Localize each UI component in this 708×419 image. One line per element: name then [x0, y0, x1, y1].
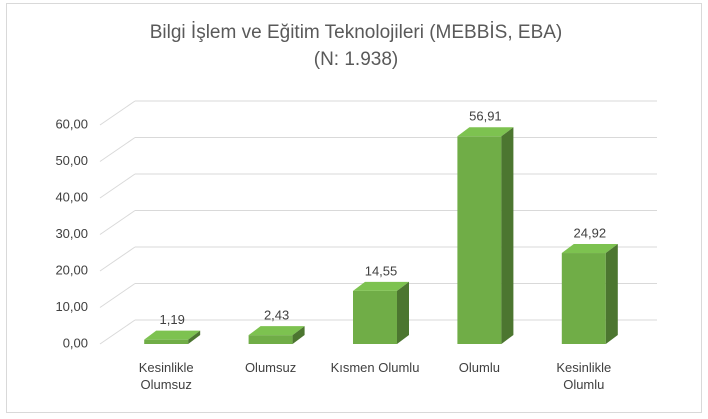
value-label: 2,43: [264, 308, 289, 323]
bar-front: [457, 136, 502, 344]
bar-side: [605, 244, 618, 344]
y-tick-label: 10,00: [55, 299, 88, 314]
grid-line: [99, 210, 136, 235]
x-tick-label: Olumsuz: [244, 360, 297, 375]
grid-line: [99, 100, 136, 126]
y-tick-label: 30,00: [55, 226, 88, 241]
grid-line: [99, 319, 136, 345]
chart-subtitle: (N: 1.938): [314, 49, 398, 70]
x-tick-label: Kısmen Olumlu: [330, 360, 420, 375]
grid-line: [99, 246, 136, 272]
value-label: 24,92: [574, 225, 607, 240]
grid-line: [99, 283, 136, 308]
bar-front: [248, 335, 293, 344]
bar-top: [561, 244, 618, 254]
x-tick-label: Olumlu: [458, 360, 500, 375]
bar-side: [188, 330, 201, 344]
bar-front: [144, 339, 189, 344]
bar-side: [397, 281, 409, 344]
y-tick-label: 40,00: [55, 189, 88, 204]
bar-top: [353, 281, 409, 291]
y-tick-label: 0,00: [63, 335, 88, 350]
bar-top: [457, 127, 514, 137]
grid-line: [99, 137, 136, 162]
value-label: 56,91: [469, 109, 502, 124]
y-tick-label: 20,00: [55, 262, 88, 277]
bar-side: [292, 326, 305, 344]
bar-front: [353, 290, 397, 344]
chart-title: Bilgi İşlem ve Eğitim Teknolojileri (MEB…: [150, 22, 563, 43]
value-label: 14,55: [365, 263, 398, 278]
y-tick-label: 50,00: [55, 153, 88, 168]
x-tick-label: Kesinlikle Olumlu: [556, 360, 612, 392]
bar-side: [501, 127, 514, 344]
bar-top: [144, 330, 201, 340]
bar-front: [561, 253, 606, 344]
chart-border: [6, 3, 702, 413]
bar-top: [248, 326, 305, 336]
value-label: 1,19: [160, 312, 185, 327]
grid-line: [99, 173, 136, 199]
x-tick-label: Kesinlikle Olumsuz: [138, 360, 194, 392]
y-tick-label: 60,00: [55, 116, 88, 131]
